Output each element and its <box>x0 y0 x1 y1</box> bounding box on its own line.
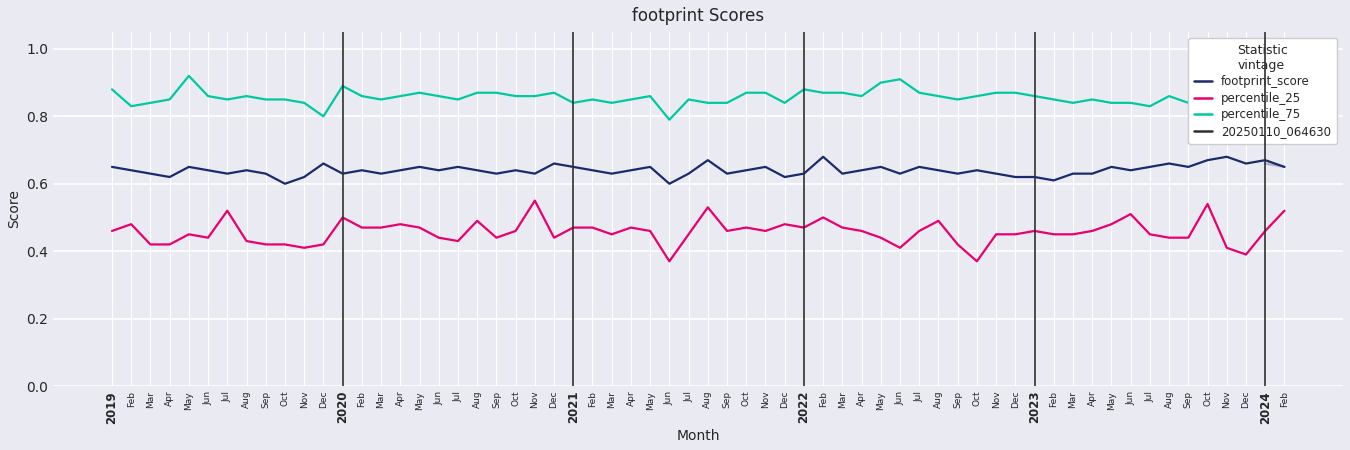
percentile_75 <box>219 97 235 102</box>
percentile_25 <box>200 235 216 240</box>
percentile_25 <box>662 259 678 264</box>
Y-axis label: Score: Score <box>7 189 22 229</box>
Line: percentile_75: percentile_75 <box>112 76 1284 120</box>
percentile_75 <box>662 117 678 122</box>
percentile_75 <box>104 87 120 92</box>
percentile_25 <box>1161 235 1177 240</box>
percentile_25 <box>1276 208 1292 213</box>
footprint_score <box>431 167 447 173</box>
percentile_25 <box>104 228 120 234</box>
percentile_75 <box>853 94 869 99</box>
footprint_score <box>1276 164 1292 170</box>
footprint_score <box>699 158 716 163</box>
Line: percentile_25: percentile_25 <box>112 201 1284 261</box>
percentile_25 <box>412 225 428 230</box>
percentile_75 <box>431 94 447 99</box>
footprint_score <box>104 164 120 170</box>
footprint_score <box>815 154 832 159</box>
percentile_75 <box>1276 94 1292 99</box>
footprint_score <box>200 167 216 173</box>
footprint_score <box>277 181 293 186</box>
percentile_25 <box>720 228 736 234</box>
footprint_score <box>1161 161 1177 166</box>
percentile_75 <box>181 73 197 79</box>
percentile_25 <box>335 215 351 220</box>
percentile_25 <box>526 198 543 203</box>
percentile_75 <box>720 100 736 106</box>
footprint_score <box>853 167 869 173</box>
footprint_score <box>354 167 370 173</box>
percentile_75 <box>1161 94 1177 99</box>
percentile_25 <box>853 228 869 234</box>
Title: footprint Scores: footprint Scores <box>632 7 764 25</box>
X-axis label: Month: Month <box>676 429 720 443</box>
percentile_75 <box>354 94 370 99</box>
Line: footprint_score: footprint_score <box>112 157 1284 184</box>
Legend: footprint_score, percentile_25, percentile_75, 20250110_064630: footprint_score, percentile_25, percenti… <box>1188 38 1336 144</box>
